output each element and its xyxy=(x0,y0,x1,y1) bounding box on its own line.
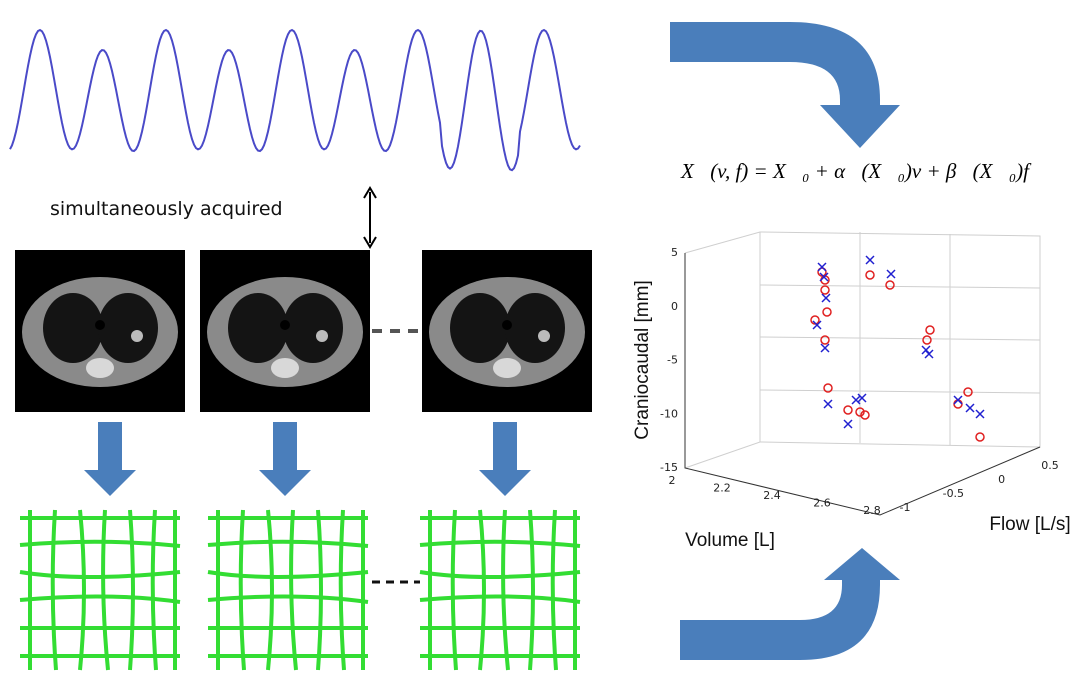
markers xyxy=(810,255,985,442)
z-tick-label: -5 xyxy=(667,354,678,367)
ct-image xyxy=(200,250,370,412)
ct-image xyxy=(15,250,185,412)
x-marker xyxy=(865,255,875,265)
y-tick-label: 0.5 xyxy=(1041,459,1059,472)
z-tick-label: 0 xyxy=(671,300,678,313)
x-marker xyxy=(857,393,867,403)
x-marker xyxy=(821,293,831,303)
x-tick-label: 2.8 xyxy=(863,504,881,517)
x-tick-label: 2 xyxy=(669,474,676,487)
x-tick-label: 2.6 xyxy=(813,497,831,510)
x-marker xyxy=(817,262,827,272)
x-marker xyxy=(975,409,985,419)
y-tick-label: -0.5 xyxy=(943,487,964,500)
x-marker xyxy=(819,272,829,282)
x-axis-label: Volume [L] xyxy=(685,530,775,551)
x-marker xyxy=(851,395,861,405)
x-marker xyxy=(843,419,853,429)
x-marker xyxy=(812,320,822,330)
x-marker xyxy=(886,269,896,279)
curved-arrow xyxy=(670,22,900,148)
x-tick-label: 2.4 xyxy=(763,489,781,502)
x-marker xyxy=(921,345,931,355)
plot-box xyxy=(684,231,1041,516)
x-tick-label: 2.2 xyxy=(713,482,731,495)
x-marker xyxy=(820,343,830,353)
x-marker xyxy=(965,403,975,413)
curved-arrow xyxy=(680,548,900,660)
z-tick-label: -10 xyxy=(660,407,678,420)
sync-arrow-heads xyxy=(363,186,377,249)
down-arrows xyxy=(84,422,531,496)
x-marker xyxy=(953,395,963,405)
deformation-grid xyxy=(206,508,370,672)
z-tick-label: 5 xyxy=(671,246,678,259)
caption: simultaneously acquired xyxy=(50,198,283,220)
signal-waveform xyxy=(9,28,581,172)
ct-image xyxy=(422,250,592,412)
y-tick-label: -1 xyxy=(900,501,911,514)
x-marker xyxy=(823,399,833,409)
z-tick-label: -15 xyxy=(660,461,678,474)
equation: X⃗(v, f) = X⃗₀ + α⃗(X⃗₀)v + β⃗(X⃗₀)f xyxy=(680,159,1032,183)
y-tick-label: 0 xyxy=(998,473,1005,486)
z-axis-label: Craniocaudal [mm] xyxy=(632,280,653,439)
y-axis-label: Flow [L/s] xyxy=(989,514,1070,535)
deformation-grid xyxy=(18,508,182,672)
deformation-grid xyxy=(418,508,582,672)
